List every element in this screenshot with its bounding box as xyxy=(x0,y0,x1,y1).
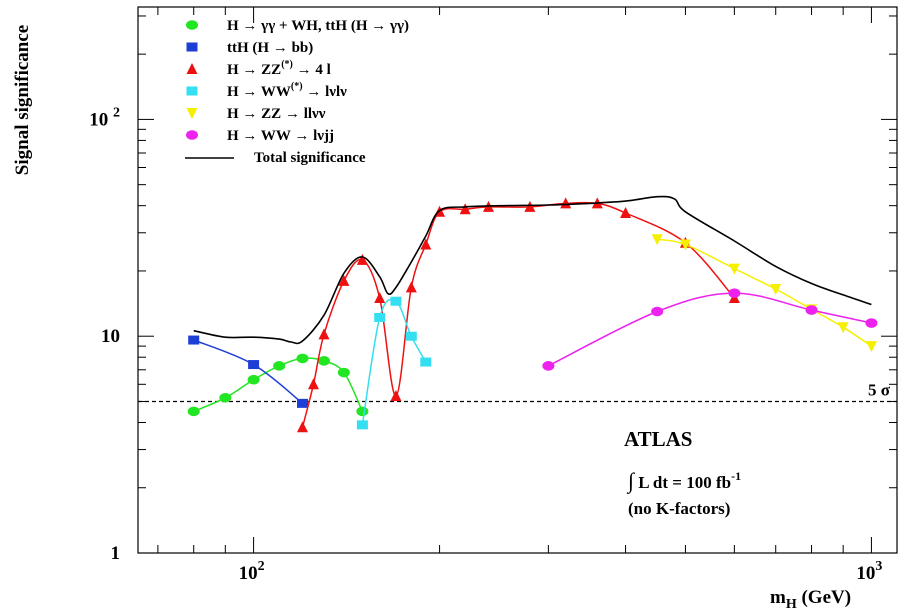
legend-entry-zz-4l: H → ZZ(*)​ → 4 l xyxy=(186,59,331,78)
data-point xyxy=(405,281,417,293)
legend-entry-total: Total significance xyxy=(185,150,366,166)
series-line xyxy=(193,339,303,404)
data-point xyxy=(356,253,368,265)
data-point xyxy=(273,361,286,371)
data-point xyxy=(390,296,402,306)
legend-swatch xyxy=(186,42,198,52)
series-line xyxy=(548,292,872,367)
data-point xyxy=(865,318,878,328)
data-point xyxy=(524,200,536,212)
data-point xyxy=(307,378,319,390)
legend-label: H → WW → lνjj xyxy=(227,128,334,144)
series-line xyxy=(193,195,872,345)
data-point xyxy=(356,406,369,417)
data-point xyxy=(297,398,309,408)
data-point xyxy=(728,263,740,275)
data-point xyxy=(728,288,741,298)
data-point xyxy=(679,239,691,251)
series-line xyxy=(657,238,872,347)
luminosity-label: ∫ L dt = 100 fb-1 xyxy=(626,468,741,494)
legend-swatch xyxy=(186,130,198,140)
data-point xyxy=(188,335,200,345)
legend-label: H → ZZ → llνν xyxy=(227,106,326,122)
data-point xyxy=(356,420,368,430)
data-point xyxy=(374,292,386,304)
data-point xyxy=(620,207,632,219)
data-point xyxy=(297,421,309,433)
note-label: (no K-factors) xyxy=(628,499,730,518)
experiment-label: ATLAS xyxy=(624,427,692,451)
series-tth-bb xyxy=(188,335,309,408)
legend-label: H → γγ + WH, ttH (H → γγ) xyxy=(227,18,409,34)
reference-line-group: 5 σ xyxy=(138,380,897,403)
data-point xyxy=(560,197,572,209)
x-tick-label: 103 xyxy=(856,559,882,584)
x-axis-label: mH (GeV) xyxy=(770,587,851,611)
data-point xyxy=(338,274,350,286)
legend-label: Total significance xyxy=(254,150,366,166)
series-gamma-gamma xyxy=(187,353,369,417)
data-point xyxy=(651,234,663,246)
annotations: ATLAS ∫ L dt = 100 fb-1 (no K-factors) xyxy=(624,427,741,518)
legend-swatch xyxy=(186,63,198,74)
legend-label: H → WW(*)​ → lνlν xyxy=(227,81,347,100)
legend-entry-gamma-gamma: H → γγ + WH, ttH (H → γγ) xyxy=(186,18,409,34)
reference-line-label: 5 σ xyxy=(868,380,891,399)
series-zz-4l xyxy=(297,197,740,433)
series-total xyxy=(193,195,872,345)
data-point xyxy=(805,305,818,315)
data-point xyxy=(187,406,200,417)
legend-entry-ww-lvlv: H → WW(*)​ → lνlν xyxy=(186,81,347,100)
series-zz-llvv xyxy=(651,234,877,353)
data-point xyxy=(770,284,782,296)
data-point xyxy=(317,356,330,366)
series-ww-lvlv xyxy=(356,296,432,430)
data-point xyxy=(837,322,849,334)
data-point xyxy=(296,353,309,364)
data-point xyxy=(247,374,260,385)
data-point xyxy=(219,392,232,403)
y-axis-label: Signal significance xyxy=(12,25,33,175)
y-tick-label: 10 xyxy=(101,326,120,347)
data-point xyxy=(420,357,432,367)
legend-swatch xyxy=(186,86,198,96)
legend-swatch xyxy=(186,20,198,30)
legend-swatch xyxy=(186,108,198,119)
plot-area xyxy=(187,195,878,433)
data-point xyxy=(542,361,555,371)
legend-entry-tth-bb: ttH (H → bb) xyxy=(186,40,313,56)
y-tick-label: 10 2 xyxy=(89,105,120,130)
legend-label: H → ZZ(*)​ → 4 l xyxy=(227,59,331,78)
data-point xyxy=(318,328,330,340)
data-point xyxy=(420,238,432,250)
plot-frame xyxy=(137,6,898,554)
data-point xyxy=(651,306,664,317)
legend-entry-ww-lvjj: H → WW → lνjj xyxy=(186,128,334,144)
data-point xyxy=(405,331,417,341)
series-ww-lvjj xyxy=(542,288,878,371)
y-tick-label: 1 xyxy=(111,543,121,564)
data-point xyxy=(374,312,386,322)
data-point xyxy=(337,367,350,378)
legend-entry-zz-llvv: H → ZZ → llνν xyxy=(186,106,326,122)
axes: 1 10 10 2 102 103 Signal significance mH (GeV) xyxy=(12,6,898,611)
data-point xyxy=(459,203,471,215)
legend: H → γγ + WH, ttH (H → γγ) ttH (H → bb) H →… xyxy=(185,18,409,166)
legend-label: ttH (H → bb) xyxy=(227,40,313,56)
x-tick-label: 102 xyxy=(239,559,265,584)
series-line xyxy=(361,298,427,426)
data-point xyxy=(390,389,402,401)
data-point xyxy=(248,360,260,370)
data-point xyxy=(865,341,877,353)
